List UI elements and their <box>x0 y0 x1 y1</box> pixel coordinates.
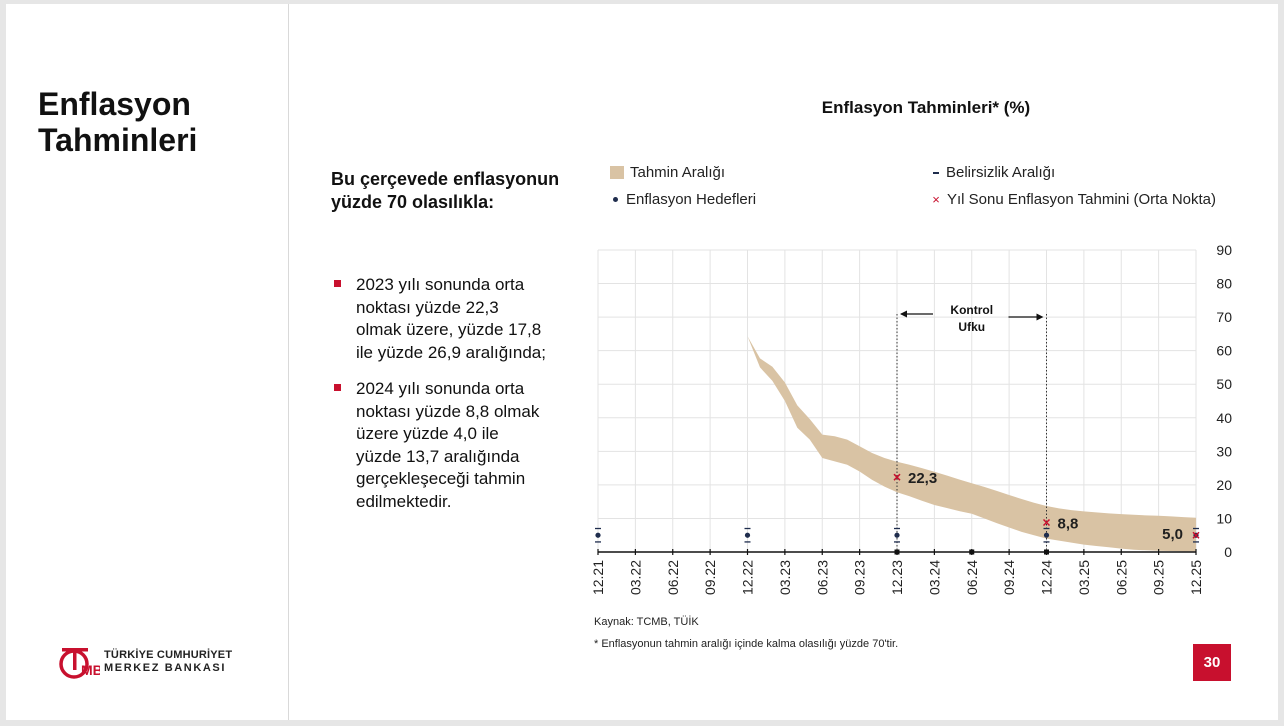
inflation-target-dot <box>744 532 751 538</box>
midpoint-label: 22,3 <box>908 470 937 487</box>
legend-midpoint: × Yıl Sonu Enflasyon Tahmini (Orta Nokta… <box>931 191 1216 208</box>
logo-line2: MERKEZ BANKASI <box>104 662 227 674</box>
logo-line1: TÜRKİYE CUMHURİYET <box>104 649 233 661</box>
cbrt-emblem-icon: MB <box>59 648 100 679</box>
axis-marker <box>894 549 900 555</box>
y-tick-label: 20 <box>1216 477 1232 493</box>
inflation-target-dot <box>894 532 900 538</box>
legend-targets-label: Enflasyon Hedefleri <box>626 191 757 208</box>
legend-uncertainty-label: Belirsizlik Aralığı <box>946 164 1056 181</box>
y-tick-label: 80 <box>1216 276 1232 292</box>
x-tick-label: 12.25 <box>1188 560 1204 595</box>
x-tick-label: 03.24 <box>926 560 942 595</box>
logo-text: TÜRKİYE CUMHURİYET MERKEZ BANKASI <box>104 649 232 675</box>
x-tick-label: 12.23 <box>889 560 905 595</box>
page-title-line2: Tahminleri <box>38 122 198 158</box>
midpoint-label: 8,8 <box>1058 515 1079 532</box>
inflation-target-dot <box>595 532 601 538</box>
legend-band-label: Tahmin Aralığı <box>630 164 726 181</box>
axis-marker <box>1044 549 1049 555</box>
y-tick-label: 50 <box>1216 376 1232 392</box>
y-tick-label: 60 <box>1216 343 1232 359</box>
chart-title: Enflasyon Tahminleri* (%) <box>821 98 1031 117</box>
legend-target-dot-icon <box>613 197 618 202</box>
midpoint-x-marker <box>1042 518 1051 527</box>
cbrt-logo: MB TÜRKİYE CUMHURİYET MERKEZ BANKASI <box>56 642 232 682</box>
x-tick-label: 03.22 <box>627 560 643 595</box>
x-tick-label: 09.24 <box>1001 560 1017 595</box>
x-tick-label: 06.25 <box>1113 560 1129 595</box>
page-title-line1: Enflasyon <box>38 86 191 122</box>
y-tick-label: 10 <box>1216 510 1232 526</box>
divider <box>288 4 289 720</box>
bullet-square-icon <box>334 280 341 287</box>
page-title: Enflasyon Tahminleri <box>38 86 197 158</box>
axis-marker <box>969 549 975 555</box>
x-tick-label: 09.22 <box>702 560 718 595</box>
footnote: * Enflasyonun tahmin aralığı içinde kalm… <box>594 638 899 650</box>
y-tick-label: 70 <box>1216 309 1232 325</box>
x-tick-label: 12.21 <box>590 560 606 595</box>
x-tick-label: 12.24 <box>1039 560 1055 595</box>
legend-dash-icon <box>933 171 939 174</box>
source-note: Kaynak: TCMB, TÜİK <box>594 616 699 628</box>
x-tick-label: 09.23 <box>852 560 868 595</box>
midpoint-label: 5,0 <box>1162 526 1183 543</box>
legend-band-swatch <box>610 166 624 179</box>
midpoint-x-marker <box>893 473 901 481</box>
legend-x-icon: × <box>932 192 940 207</box>
legend-uncertainty: Belirsizlik Aralığı <box>931 164 1055 181</box>
y-tick-label: 90 <box>1216 242 1232 258</box>
bullet-text: 2023 yılı sonunda orta noktası yüzde 22,… <box>356 275 546 362</box>
control-horizon-label: Kontrol <box>950 303 993 317</box>
x-tick-label: 12.22 <box>740 560 756 595</box>
legend-midpoint-label: Yıl Sonu Enflasyon Tahmini (Orta Nokta) <box>947 191 1217 208</box>
arrow-left-icon <box>900 310 907 318</box>
slide: Enflasyon Tahminleri Bu çerçevede enflas… <box>6 4 1278 720</box>
x-tick-label: 06.23 <box>814 560 830 595</box>
x-tick-label: 09.25 <box>1151 560 1167 595</box>
legend-targets: Enflasyon Hedefleri <box>610 191 756 208</box>
y-tick-label: 40 <box>1216 410 1232 426</box>
arrow-right-icon <box>1036 313 1044 321</box>
x-tick-label: 06.22 <box>665 560 681 595</box>
forecast-band-area <box>598 265 1196 552</box>
control-horizon-label: Ufku <box>958 320 985 334</box>
x-tick-label: 03.23 <box>777 560 793 595</box>
bullet-square-icon <box>334 384 341 391</box>
inflation-chart: 0 10 20 30 40 50 60 70 80 90 12.21 03.22 06.22 09.22 1… <box>590 242 1232 595</box>
bullet-text: 2024 yılı sonunda orta noktası yüzde 8,8… <box>356 379 540 511</box>
bullet-item: 2023 yılı sonunda orta noktası yüzde 22,… <box>331 274 546 364</box>
intro-text: Bu çerçevede enflasyonun yüzde 70 olasıl… <box>331 169 560 212</box>
x-tick-label: 03.25 <box>1076 560 1092 595</box>
y-tick-label: 30 <box>1216 443 1232 459</box>
bullet-list: 2023 yılı sonunda orta noktası yüzde 22,… <box>331 274 546 527</box>
inflation-target-dot <box>1043 532 1050 538</box>
midpoint-x-marker <box>1192 531 1200 539</box>
bullet-item: 2024 yılı sonunda orta noktası yüzde 8,8… <box>331 378 546 513</box>
y-tick-label: 0 <box>1224 544 1232 560</box>
svg-text:MB: MB <box>81 662 100 678</box>
x-tick-label: 06.24 <box>964 560 980 595</box>
page-number: 30 <box>1193 644 1231 681</box>
legend-band: Tahmin Aralığı <box>610 164 725 181</box>
